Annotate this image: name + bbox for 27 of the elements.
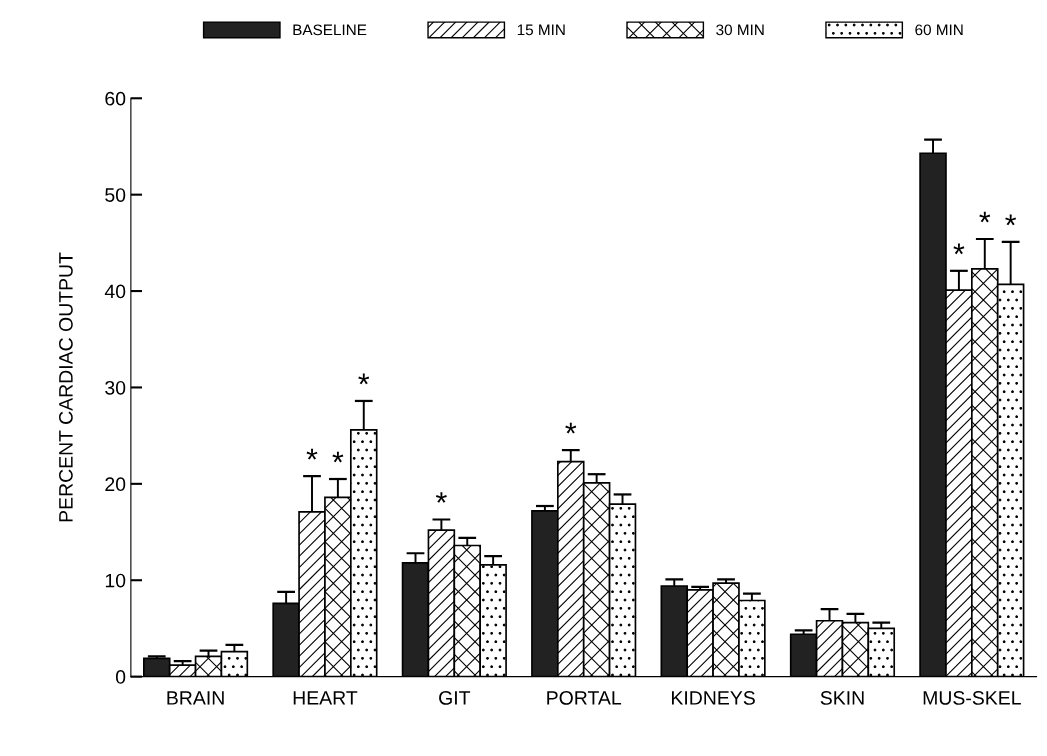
data-label: * [1005, 214, 1017, 226]
y-axis-title: PERCENT CARDIAC OUTPUT [59, 252, 73, 522]
data-label: * [332, 451, 344, 463]
y-tick-label: 30 [105, 380, 126, 395]
x-tick-label: HEART [293, 691, 358, 705]
x-tick-label: PORTAL [547, 691, 622, 705]
y-tick-label: 0 [115, 670, 126, 684]
data-label: * [953, 243, 965, 255]
data-label: * [435, 492, 447, 503]
data-label: * [565, 422, 577, 434]
data-label: * [358, 373, 370, 385]
legend-label: 15 MIN [517, 24, 565, 36]
y-tick-label: 60 [105, 91, 126, 106]
data-label: * [979, 211, 991, 223]
legend-label: 60 MIN [915, 24, 963, 36]
x-tick-label: MUS-SKEL [923, 691, 1021, 705]
x-tick-label: BRAIN [167, 691, 224, 705]
y-tick-label: 10 [105, 573, 126, 588]
y-tick-label: 50 [105, 188, 126, 202]
y-tick-label: 20 [105, 477, 126, 492]
legend-label: BASELINE [293, 24, 367, 36]
legend-label: 30 MIN [716, 24, 764, 36]
x-tick-label: KIDNEYS [671, 691, 755, 705]
x-tick-label: SKIN [820, 691, 864, 705]
y-tick-label: 40 [104, 284, 126, 299]
data-label: * [306, 448, 318, 460]
x-tick-label: GIT [439, 691, 471, 705]
